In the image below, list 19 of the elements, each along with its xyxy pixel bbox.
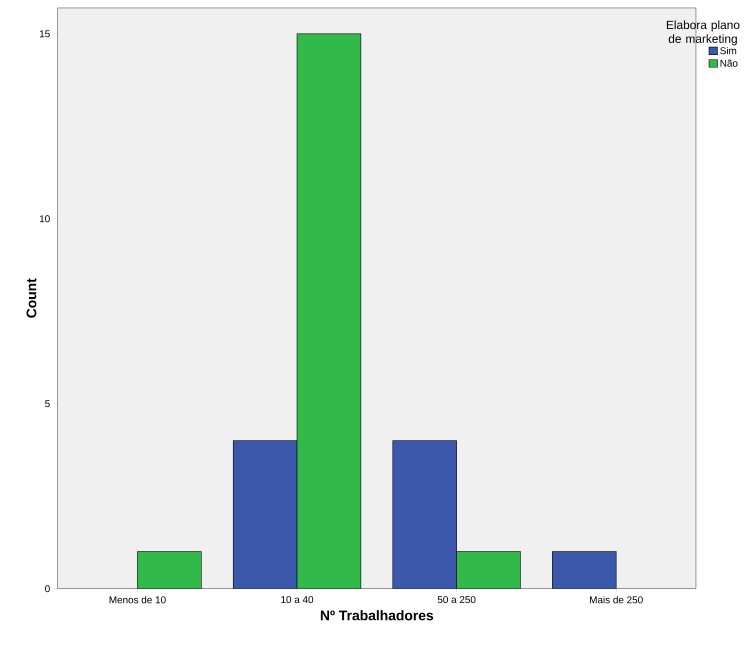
y-tick-label: 15 <box>40 30 50 38</box>
y-tick-label: 0 <box>45 584 50 592</box>
y-tick-label: 5 <box>45 400 50 408</box>
x-tick-label: Menos de 10 <box>110 596 166 604</box>
legend-label: Não <box>720 59 738 67</box>
legend-label: Sim <box>720 46 736 54</box>
x-tick-label: 10 a 40 <box>281 596 314 603</box>
legend-title: Elabora plano de marketing <box>666 20 740 46</box>
x-tick-label: 50 a 250 <box>438 596 476 603</box>
bar <box>137 551 202 588</box>
bar <box>552 551 616 588</box>
x-tick-label: Mais de 250 <box>590 596 643 604</box>
bar <box>456 551 521 588</box>
bar <box>232 440 298 588</box>
y-tick-label: 10 <box>40 215 50 222</box>
y-axis-title: Count <box>26 278 36 318</box>
x-axis-title: Nº Trabalhadores <box>320 610 434 620</box>
bar <box>392 440 457 588</box>
bar <box>296 33 362 588</box>
